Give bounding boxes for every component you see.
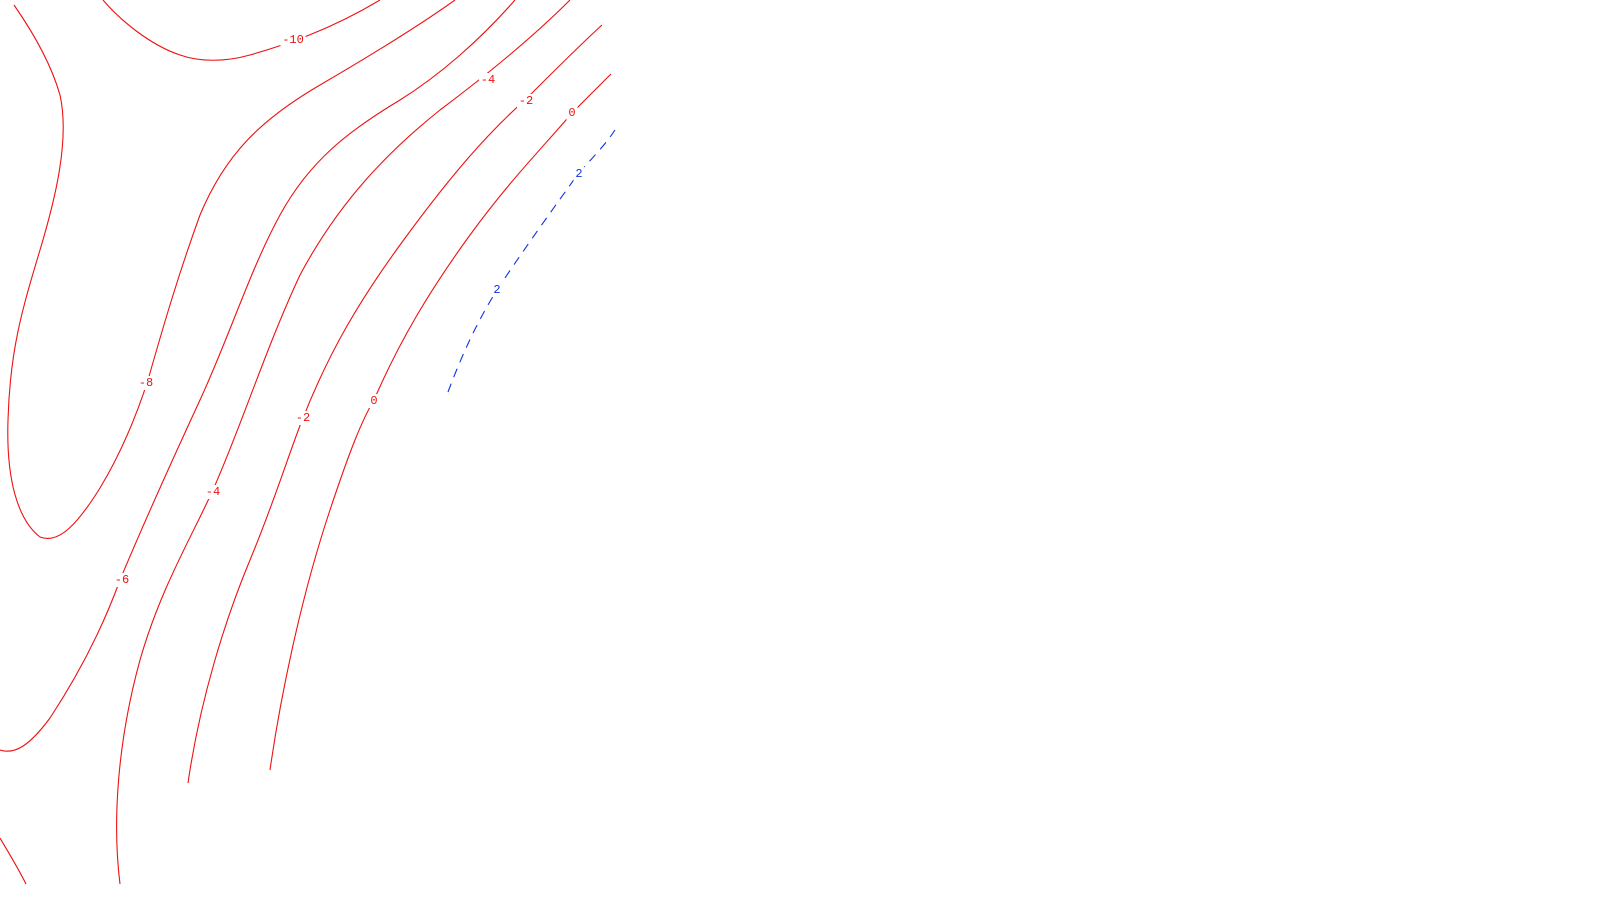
contour-line-level-neg6-0: [0, 0, 516, 752]
contour-label-background: [479, 73, 497, 87]
contour-label-background: [137, 376, 155, 390]
contour-line-level-neg10-0: [102, 0, 381, 61]
contour-lines: [0, 0, 616, 885]
contour-label-background: [204, 485, 222, 499]
contour-line-level-neg8-0: [7, 0, 456, 539]
contour-label-background: [294, 411, 312, 425]
contour-labels: -10 -8 -6 -4 -4 -2 -2 0 0 2 2: [113, 33, 585, 587]
contour-label: 0: [568, 106, 575, 120]
contour-label: -4: [206, 485, 220, 499]
contour-label-background: [368, 394, 380, 408]
contour-label: 2: [575, 167, 582, 181]
contour-label: 2: [493, 283, 500, 297]
contour-line-level-2-0: [447, 129, 616, 393]
contour-label: -8: [139, 376, 153, 390]
contour-line-level-neg4-0: [116, 0, 571, 885]
contour-label-background: [113, 573, 131, 587]
contour-label: -4: [481, 73, 495, 87]
contour-label-background: [491, 283, 503, 297]
contour-label: -6: [115, 573, 129, 587]
contour-label: 0: [370, 394, 377, 408]
contour-label: -10: [282, 33, 304, 47]
contour-line-level-0-0: [269, 73, 612, 771]
contour-label-background: [566, 106, 578, 120]
contour-label-background: [573, 167, 585, 181]
contour-label: -2: [296, 411, 310, 425]
contour-line-level-neg6-b-0: [0, 837, 27, 885]
contour-label-background: [517, 94, 535, 108]
contour-label-background: [280, 33, 306, 47]
contour-label: -2: [519, 94, 533, 108]
